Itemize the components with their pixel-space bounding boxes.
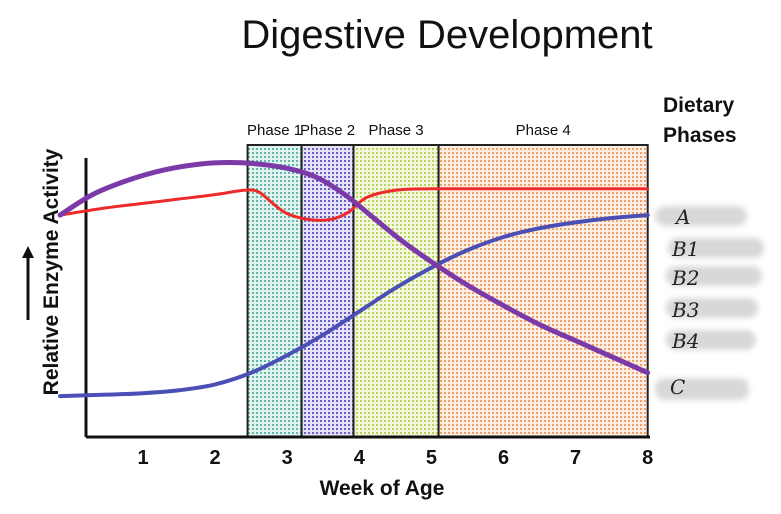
chart-title: Digestive Development (241, 13, 652, 57)
legend-entry-c: C (670, 375, 685, 399)
legend-entry-a: A (674, 205, 690, 229)
x-axis-label: Week of Age (320, 477, 445, 500)
y-axis-label: Relative Enzyme Activity (40, 148, 63, 395)
legend-title-line-1: Dietary (663, 94, 735, 117)
series-lines (57, 160, 651, 399)
series-a-line (58, 187, 650, 222)
series-c-line (57, 160, 651, 376)
x-tick-labels: 1 2 3 4 5 6 7 8 (137, 447, 653, 469)
legend-title-line-2: Phases (663, 124, 737, 147)
x-tick-label: 6 (498, 447, 509, 469)
x-tick-label: 3 (282, 447, 293, 469)
legend-entry-b2: B2 (671, 266, 699, 290)
y-axis-arrow (22, 246, 34, 320)
phase-4-label: Phase 4 (516, 122, 571, 139)
series-b-line (58, 213, 650, 399)
phase-labels: Phase 1 Phase 2 Phase 3 Phase 4 (247, 122, 571, 139)
phase-3-label: Phase 3 (369, 122, 424, 139)
x-tick-label: 4 (354, 447, 366, 469)
legend-entries: A B1 B2 B3 B4 C (670, 205, 699, 399)
legend-entry-b3: B3 (671, 298, 699, 322)
phase-1-label: Phase 1 (247, 122, 302, 139)
x-tick-label: 8 (642, 447, 653, 469)
legend-smudges (655, 206, 764, 400)
x-tick-label: 2 (210, 447, 221, 469)
phase-2-label: Phase 2 (300, 122, 355, 139)
x-tick-label: 5 (426, 447, 437, 469)
x-tick-label: 1 (137, 447, 148, 469)
phase-3-region (352, 144, 440, 438)
phase-2-region (300, 144, 355, 438)
legend-entry-b1: B1 (671, 237, 699, 261)
x-tick-label: 7 (570, 447, 581, 469)
phase-1-region (246, 144, 303, 438)
legend-entry-b4: B4 (671, 329, 699, 353)
